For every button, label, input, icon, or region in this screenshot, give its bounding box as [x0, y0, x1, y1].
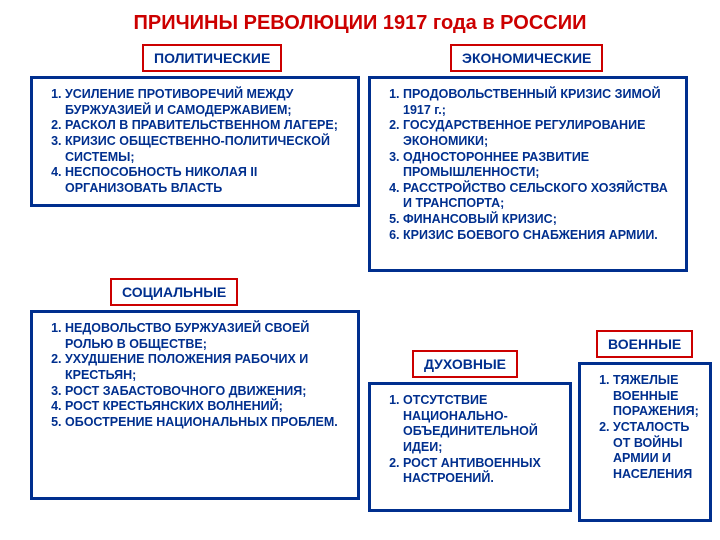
list-economic: ПРОДОВОЛЬСТВЕННЫЙ КРИЗИС ЗИМОЙ 1917 г.; …: [377, 87, 677, 243]
list-item: НЕСПОСОБНОСТЬ НИКОЛАЯ II ОРГАНИЗОВАТЬ ВЛ…: [65, 165, 349, 196]
list-item: ОДНОСТОРОННЕЕ РАЗВИТИЕ ПРОМЫШЛЕННОСТИ;: [403, 150, 677, 181]
box-social: НЕДОВОЛЬСТВО БУРЖУАЗИЕЙ СВОЕЙ РОЛЬЮ В ОБ…: [30, 310, 360, 500]
label-political: ПОЛИТИЧЕСКИЕ: [142, 44, 282, 72]
label-social: СОЦИАЛЬНЫЕ: [110, 278, 238, 306]
label-spiritual: ДУХОВНЫЕ: [412, 350, 518, 378]
label-economic: ЭКОНОМИЧЕСКИЕ: [450, 44, 603, 72]
list-item: ФИНАНСОВЫЙ КРИЗИС;: [403, 212, 677, 228]
list-item: ТЯЖЕЛЫЕ ВОЕННЫЕ ПОРАЖЕНИЯ;: [613, 373, 701, 420]
box-political: УСИЛЕНИЕ ПРОТИВОРЕЧИЙ МЕЖДУ БУРЖУАЗИЕЙ И…: [30, 76, 360, 207]
label-military: ВОЕННЫЕ: [596, 330, 693, 358]
box-economic: ПРОДОВОЛЬСТВЕННЫЙ КРИЗИС ЗИМОЙ 1917 г.; …: [368, 76, 688, 272]
list-item: ГОСУДАРСТВЕННОЕ РЕГУЛИРОВАНИЕ ЭКОНОМИКИ;: [403, 118, 677, 149]
list-political: УСИЛЕНИЕ ПРОТИВОРЕЧИЙ МЕЖДУ БУРЖУАЗИЕЙ И…: [39, 87, 349, 196]
box-spiritual: ОТСУТСТВИЕ НАЦИОНАЛЬНО-ОБЪЕДИНИТЕЛЬНОЙ И…: [368, 382, 572, 512]
list-item: ОБОСТРЕНИЕ НАЦИОНАЛЬНЫХ ПРОБЛЕМ.: [65, 415, 349, 431]
list-spiritual: ОТСУТСТВИЕ НАЦИОНАЛЬНО-ОБЪЕДИНИТЕЛЬНОЙ И…: [377, 393, 561, 487]
list-item: ПРОДОВОЛЬСТВЕННЫЙ КРИЗИС ЗИМОЙ 1917 г.;: [403, 87, 677, 118]
list-item: РАССТРОЙСТВО СЕЛЬСКОГО ХОЗЯЙСТВА И ТРАНС…: [403, 181, 677, 212]
box-military: ТЯЖЕЛЫЕ ВОЕННЫЕ ПОРАЖЕНИЯ; УСТАЛОСТЬ ОТ …: [578, 362, 712, 522]
list-item: РОСТ КРЕСТЬЯНСКИХ ВОЛНЕНИЙ;: [65, 399, 349, 415]
list-social: НЕДОВОЛЬСТВО БУРЖУАЗИЕЙ СВОЕЙ РОЛЬЮ В ОБ…: [39, 321, 349, 430]
list-item: КРИЗИС БОЕВОГО СНАБЖЕНИЯ АРМИИ.: [403, 228, 677, 244]
list-item: НЕДОВОЛЬСТВО БУРЖУАЗИЕЙ СВОЕЙ РОЛЬЮ В ОБ…: [65, 321, 349, 352]
list-item: РАСКОЛ В ПРАВИТЕЛЬСТВЕННОМ ЛАГЕРЕ;: [65, 118, 349, 134]
list-item: ОТСУТСТВИЕ НАЦИОНАЛЬНО-ОБЪЕДИНИТЕЛЬНОЙ И…: [403, 393, 561, 456]
list-item: УСТАЛОСТЬ ОТ ВОЙНЫ АРМИИ И НАСЕЛЕНИЯ: [613, 420, 701, 483]
list-military: ТЯЖЕЛЫЕ ВОЕННЫЕ ПОРАЖЕНИЯ; УСТАЛОСТЬ ОТ …: [587, 373, 701, 482]
list-item: РОСТ ЗАБАСТОВОЧНОГО ДВИЖЕНИЯ;: [65, 384, 349, 400]
list-item: РОСТ АНТИВОЕННЫХ НАСТРОЕНИЙ.: [403, 456, 561, 487]
list-item: КРИЗИС ОБЩЕСТВЕННО-ПОЛИТИЧЕСКОЙ СИСТЕМЫ;: [65, 134, 349, 165]
list-item: УХУДШЕНИЕ ПОЛОЖЕНИЯ РАБОЧИХ И КРЕСТЬЯН;: [65, 352, 349, 383]
page-title: ПРИЧИНЫ РЕВОЛЮЦИИ 1917 года в РОССИИ: [0, 0, 720, 43]
list-item: УСИЛЕНИЕ ПРОТИВОРЕЧИЙ МЕЖДУ БУРЖУАЗИЕЙ И…: [65, 87, 349, 118]
